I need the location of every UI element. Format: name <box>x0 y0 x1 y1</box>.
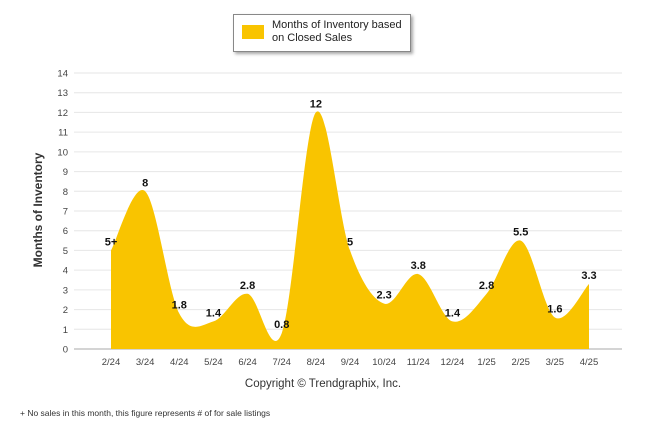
x-tick-label: 7/24 <box>272 357 291 368</box>
x-tick-label: 4/25 <box>580 357 599 368</box>
data-label: 5.5 <box>513 227 528 239</box>
x-tick-label: 4/24 <box>170 357 189 368</box>
x-tick-label: 11/24 <box>407 357 430 368</box>
y-tick-label: 8 <box>63 187 68 198</box>
data-label: 1.8 <box>172 300 187 312</box>
data-label: 1.4 <box>445 307 461 319</box>
data-label: 5+ <box>105 236 118 248</box>
data-label: 3.8 <box>411 260 426 272</box>
y-tick-label: 9 <box>63 167 68 178</box>
y-tick-label: 10 <box>57 147 68 158</box>
y-tick-label: 1 <box>63 325 68 336</box>
x-tick-label: 8/24 <box>307 357 326 368</box>
x-tick-label: 3/24 <box>136 357 155 368</box>
x-tick-label: 12/24 <box>441 357 465 368</box>
x-tick-label: 10/24 <box>372 357 396 368</box>
x-axis-ticks: 2/24 3/24 4/24 5/24 6/24 7/24 8/24 9/24 10/24 11/… <box>102 357 599 368</box>
y-tick-label: 4 <box>63 266 68 277</box>
y-tick-label: 0 <box>63 345 68 356</box>
x-tick-label: 2/25 <box>511 357 530 368</box>
y-tick-label: 5 <box>63 246 68 257</box>
y-axis-label: Months of Inventory <box>31 152 45 267</box>
data-label: 5 <box>347 236 353 248</box>
x-tick-label: 1/25 <box>477 357 496 368</box>
legend: Months of Inventory based on Closed Sale… <box>233 14 411 52</box>
legend-label: Months of Inventory based on Closed Sale… <box>272 19 402 44</box>
data-label: 8 <box>142 177 148 189</box>
y-tick-label: 13 <box>57 88 68 99</box>
series-area-path <box>111 111 589 349</box>
x-tick-label: 2/24 <box>102 357 121 368</box>
y-tick-label: 6 <box>63 226 68 237</box>
footnote-text: + No sales in this month, this figure re… <box>20 408 271 418</box>
data-label: 0.8 <box>274 319 289 331</box>
data-labels: 5+ 8 1.8 1.4 2.8 0.8 12 5 2.3 3.8 1.4 2.8 5.5 1.6 3.3 <box>105 98 597 331</box>
y-tick-label: 7 <box>63 207 68 218</box>
x-tick-label: 6/24 <box>238 357 257 368</box>
data-label: 2.8 <box>479 280 494 292</box>
x-tick-label: 3/25 <box>546 357 565 368</box>
y-tick-label: 11 <box>58 128 68 139</box>
legend-swatch <box>242 25 264 39</box>
series-area <box>111 111 589 349</box>
data-label: 1.6 <box>547 303 562 315</box>
data-label: 3.3 <box>581 270 596 282</box>
data-label: 2.8 <box>240 280 255 292</box>
y-tick-label: 3 <box>63 285 68 296</box>
x-tick-label: 9/24 <box>341 357 360 368</box>
x-tick-label: 5/24 <box>204 357 223 368</box>
data-label: 1.4 <box>206 307 222 319</box>
data-label: 12 <box>310 98 322 110</box>
y-tick-label: 14 <box>57 69 68 80</box>
copyright-text: Copyright © Trendgraphix, Inc. <box>244 378 402 390</box>
y-tick-label: 12 <box>57 108 68 119</box>
y-tick-label: 2 <box>63 305 68 316</box>
data-label: 2.3 <box>376 290 391 302</box>
